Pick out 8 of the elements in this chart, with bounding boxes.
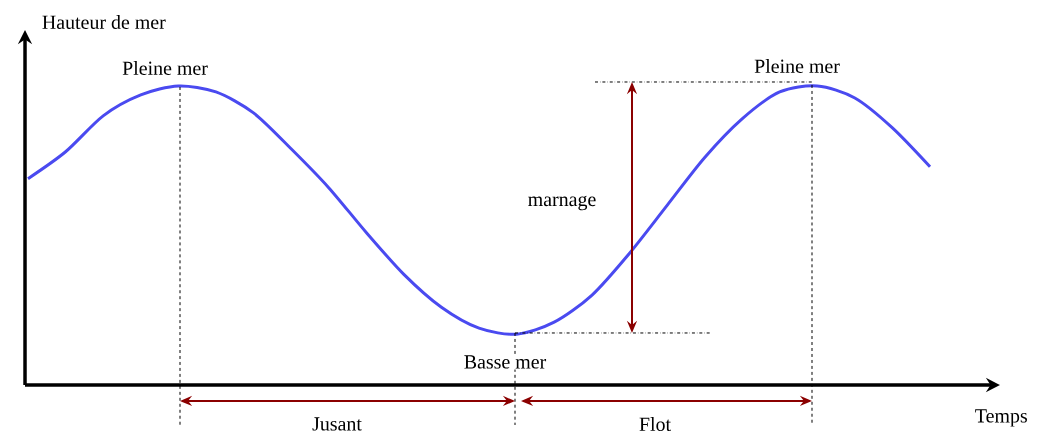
x-axis-title: Temps — [975, 409, 1027, 427]
annotation: Basse mer — [464, 355, 547, 369]
y-axis-title: Hauteur de mer — [42, 14, 166, 29]
text: Flot — [639, 416, 671, 431]
text: Pleine mer — [754, 58, 840, 73]
text: Jusant — [312, 417, 362, 431]
text: Pleine mer — [122, 60, 208, 75]
annotation: marnage — [528, 195, 596, 211]
